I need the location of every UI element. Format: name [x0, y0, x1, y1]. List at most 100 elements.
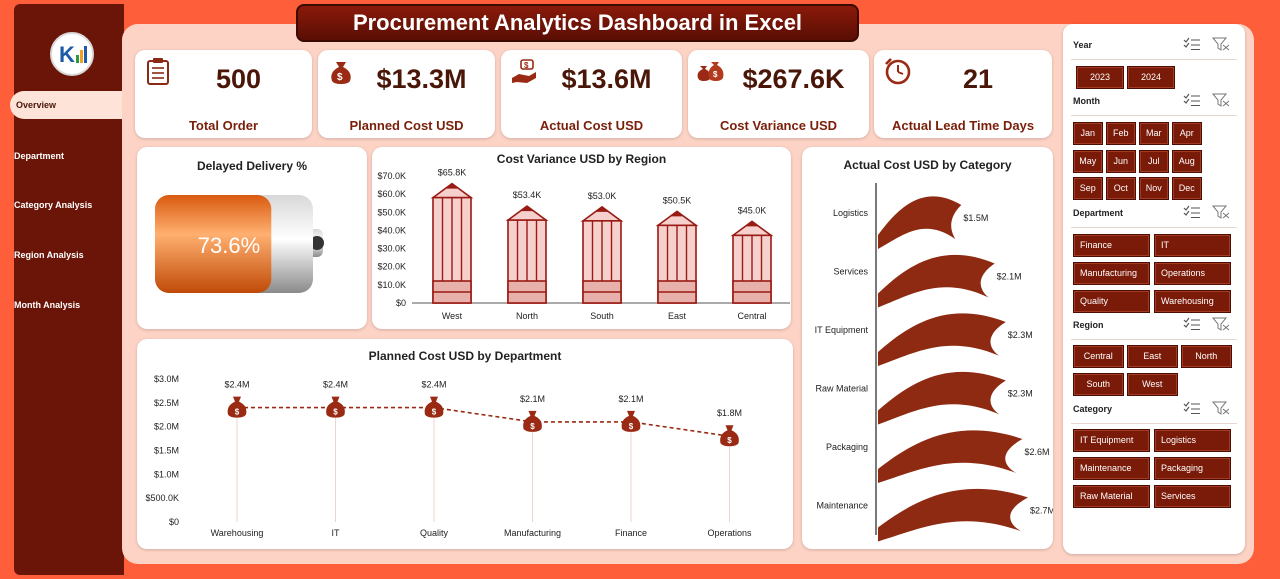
region-bar[interactable]	[730, 220, 774, 304]
slicer-button-month[interactable]: Nov	[1139, 177, 1169, 200]
bar-data-label: $1.5M	[963, 213, 988, 223]
kpi-total-order: 500 Total Order	[135, 50, 312, 138]
planned-cost-line	[237, 406, 730, 437]
category-bar[interactable]	[878, 488, 1028, 542]
svg-text:$: $	[727, 436, 732, 445]
clear-filter-icon[interactable]	[1212, 93, 1230, 107]
money-bag-marker[interactable]: $	[424, 396, 444, 418]
category-bar[interactable]	[878, 371, 1006, 425]
region-bar[interactable]	[655, 210, 699, 304]
kpi-label: Actual Cost USD	[539, 118, 644, 133]
slicer-button-month[interactable]: Apr	[1172, 122, 1202, 145]
svg-text:$: $	[524, 61, 529, 70]
slicer-button-region[interactable]: South	[1073, 373, 1124, 396]
multi-select-icon[interactable]	[1183, 401, 1201, 415]
multi-select-icon[interactable]	[1183, 205, 1201, 219]
bar-data-label: $53.4K	[513, 190, 542, 200]
slicer-title-year: Year	[1073, 40, 1093, 50]
y-tick-label: $0	[396, 298, 406, 308]
slicer-button-category[interactable]: Packaging	[1154, 457, 1231, 480]
category-bar[interactable]	[878, 254, 995, 308]
slicer-button-department[interactable]: Warehousing	[1154, 290, 1231, 313]
slicer-button-year[interactable]: 2024	[1127, 66, 1175, 89]
slicer-button-month[interactable]: Jul	[1139, 149, 1169, 173]
multi-select-icon[interactable]	[1183, 93, 1201, 107]
kpi-label: Total Order	[188, 118, 259, 133]
slicer-button-department[interactable]: IT	[1154, 234, 1231, 257]
slicer-button-month[interactable]: Jun	[1106, 149, 1136, 173]
slicer-button-category[interactable]: Services	[1154, 485, 1231, 508]
category-cost-chart: Logistics $1.5M Services $2.1M IT Equipment $…	[815, 183, 1053, 542]
money-bag-marker[interactable]: $	[227, 396, 247, 418]
slicer-button-department[interactable]: Quality	[1073, 290, 1150, 313]
slicer-button-region[interactable]: North	[1181, 345, 1232, 368]
svg-text:$: $	[432, 408, 437, 417]
kpi-value: $267.6K	[742, 64, 845, 94]
y-tick-label: $2.0M	[154, 422, 179, 432]
y-category-label: IT Equipment	[815, 325, 869, 335]
sidebar: K	[14, 4, 124, 575]
category-bar[interactable]	[878, 196, 962, 249]
hand-money-icon: $	[512, 59, 536, 83]
y-tick-label: $0	[169, 517, 179, 527]
slicer-button-month[interactable]: Sep	[1073, 177, 1103, 200]
nav-department[interactable]: Department	[14, 151, 65, 161]
money-bag-marker[interactable]: $	[621, 410, 641, 432]
battery-fill	[155, 195, 272, 293]
point-data-label: $2.4M	[224, 380, 249, 390]
slicer-button-month[interactable]: Aug	[1172, 149, 1202, 173]
slicer-button-month[interactable]: Oct	[1106, 177, 1136, 200]
bar-data-label: $2.6M	[1024, 447, 1049, 457]
slicer-button-category[interactable]: Logistics	[1154, 429, 1231, 452]
svg-text:$: $	[629, 422, 634, 431]
clear-filter-icon[interactable]	[1212, 37, 1230, 51]
slicer-button-category[interactable]: IT Equipment	[1073, 429, 1150, 452]
slicer-button-category[interactable]: Raw Material	[1073, 485, 1150, 508]
clear-filter-icon[interactable]	[1212, 317, 1230, 331]
slicer-button-category[interactable]: Maintenance	[1073, 457, 1150, 480]
kpi-value: $13.6M	[561, 64, 652, 94]
nav-overview[interactable]: Overview	[10, 91, 124, 119]
bar-data-label: $65.8K	[438, 168, 467, 178]
clear-filter-icon[interactable]	[1212, 205, 1230, 219]
multi-select-icon[interactable]	[1183, 317, 1201, 331]
y-category-label: Services	[833, 267, 868, 277]
slicer-button-department[interactable]: Operations	[1154, 262, 1231, 285]
nav-category-analysis[interactable]: Category Analysis	[14, 200, 93, 210]
money-bag-marker[interactable]: $	[523, 410, 542, 432]
y-tick-label: $40.0K	[377, 225, 406, 235]
slicer-button-month[interactable]: May	[1073, 149, 1103, 173]
region-bar[interactable]	[430, 182, 474, 304]
y-category-label: Packaging	[826, 442, 868, 452]
clipboard-icon	[147, 58, 169, 85]
chart-title: Actual Cost USD by Category	[843, 158, 1012, 172]
clear-filter-icon[interactable]	[1212, 401, 1230, 415]
bar-data-label: $2.3M	[1008, 330, 1033, 340]
region-bar[interactable]	[580, 205, 624, 304]
svg-text:$: $	[713, 70, 718, 79]
slicer-button-month[interactable]: Feb	[1106, 122, 1136, 145]
multi-select-icon[interactable]	[1183, 37, 1201, 51]
x-tick-label: Operations	[707, 528, 752, 538]
category-bar[interactable]	[878, 313, 1006, 366]
department-cost-card: Planned Cost USD by Department $0 $500.0K…	[137, 339, 793, 549]
slicer-button-region[interactable]: West	[1127, 373, 1178, 396]
slicer-button-month[interactable]: Mar	[1139, 122, 1169, 145]
nav-region-analysis[interactable]: Region Analysis	[14, 250, 84, 260]
region-bar[interactable]	[505, 205, 549, 304]
slicer-button-department[interactable]: Finance	[1073, 234, 1150, 257]
region-variance-card: Cost Variance USD by Region $0 $10.0K $20.…	[372, 147, 791, 329]
slicer-button-month[interactable]: Dec	[1172, 177, 1202, 200]
category-bar[interactable]	[878, 430, 1023, 483]
nav-month-analysis[interactable]: Month Analysis	[14, 300, 81, 310]
slicer-button-region[interactable]: Central	[1073, 345, 1124, 368]
slicer-button-department[interactable]: Manufacturing	[1073, 262, 1150, 285]
slicer-button-region[interactable]: East	[1127, 345, 1178, 368]
kpi-value: $13.3M	[376, 64, 467, 94]
slicer-button-month[interactable]: Jan	[1073, 122, 1103, 145]
money-bag-marker[interactable]: $	[720, 425, 739, 447]
slicer-button-year[interactable]: 2023	[1076, 66, 1124, 89]
bar-data-label: $2.1M	[997, 272, 1022, 282]
money-bag-icon: $	[331, 62, 351, 84]
money-bag-marker[interactable]: $	[326, 396, 345, 418]
